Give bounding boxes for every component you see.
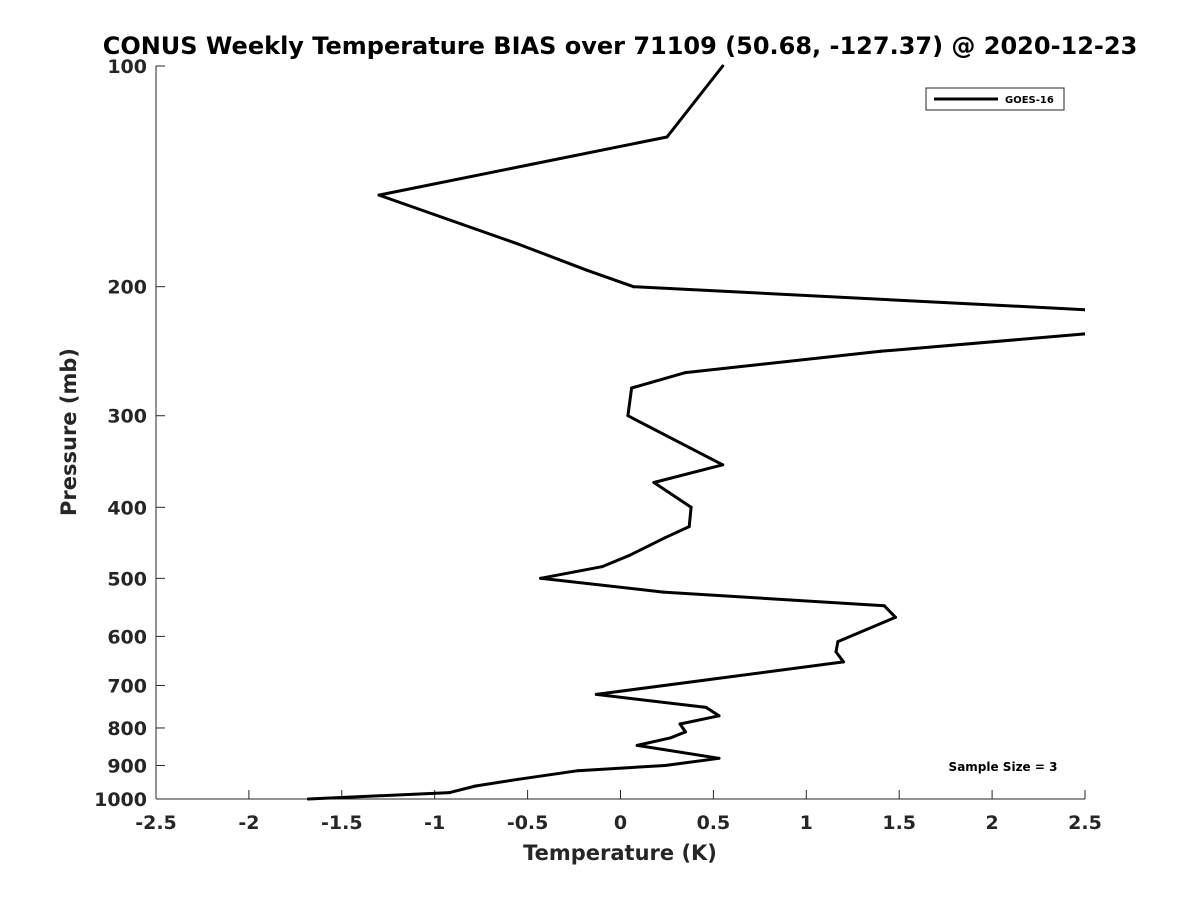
- chart-title: CONUS Weekly Temperature BIAS over 71109…: [103, 32, 1138, 60]
- series-goes-16: [306, 64, 1085, 801]
- series-segment: [663, 525, 691, 540]
- series-segment: [687, 505, 693, 529]
- series-segment: [669, 730, 687, 740]
- series-segment: [516, 769, 580, 781]
- series-segment: [834, 650, 845, 664]
- series-segment: [377, 135, 669, 197]
- series-segment: [879, 332, 1085, 353]
- x-tick-label: -1: [424, 812, 445, 834]
- series-segment: [306, 791, 452, 801]
- y-ticks: 100 200 300 400 500 600 700 800 900 1000: [94, 56, 165, 811]
- x-tick-label: 2: [985, 812, 998, 834]
- series-segment: [626, 414, 725, 467]
- x-ticks: -2.5 -2 -1.5 -1 -0.5 0 0.5 1 1.5 2 2.5: [135, 790, 1102, 834]
- y-axis-label: Pressure (mb): [57, 348, 81, 516]
- series-segment: [652, 481, 693, 509]
- series-segment: [630, 371, 687, 390]
- series-segment: [836, 615, 897, 644]
- y-tick-label: 500: [107, 568, 147, 590]
- series-segment: [626, 386, 634, 418]
- series-segment: [665, 64, 725, 139]
- series-segment: [516, 242, 589, 272]
- series-segment: [539, 576, 665, 594]
- series-segment: [632, 285, 1085, 312]
- sample-size-annotation: Sample Size = 3: [949, 760, 1058, 774]
- series-segment: [684, 349, 883, 375]
- x-tick-label: 0: [614, 812, 627, 834]
- x-tick-label: -1.5: [321, 812, 363, 834]
- x-tick-label: 0.5: [697, 812, 731, 834]
- axes: [155, 66, 1085, 800]
- series-segment: [834, 640, 840, 654]
- x-tick-label: -2: [238, 812, 259, 834]
- series-segment: [708, 660, 845, 681]
- series-segment: [594, 678, 712, 696]
- series-segment: [474, 777, 520, 788]
- x-tick-label: -0.5: [507, 812, 549, 834]
- y-tick-label: 200: [107, 277, 147, 299]
- y-tick-label: 600: [107, 626, 147, 648]
- y-tick-label: 1000: [94, 789, 147, 811]
- series-segment: [882, 604, 897, 619]
- series-segment: [594, 692, 708, 709]
- legend-label-goes-16: GOES-16: [1005, 95, 1054, 106]
- series-segment: [635, 736, 673, 747]
- y-tick-label: 900: [107, 755, 147, 777]
- legend: GOES-16: [925, 87, 1065, 111]
- x-tick-label: 2.5: [1068, 812, 1102, 834]
- series-segment: [704, 705, 721, 718]
- series-segment: [585, 268, 635, 289]
- x-axis-label: Temperature (K): [523, 841, 717, 865]
- y-tick-label: 400: [107, 497, 147, 519]
- y-tick-label: 700: [107, 675, 147, 697]
- series-segment: [678, 722, 687, 734]
- y-tick-label: 800: [107, 718, 147, 740]
- series-segment: [539, 565, 604, 580]
- x-tick-label: 1: [800, 812, 813, 834]
- series-segment: [448, 784, 478, 795]
- series-segment: [600, 553, 632, 569]
- series-segment: [652, 463, 725, 484]
- series-segment: [628, 536, 667, 557]
- series-segment: [1083, 308, 1085, 312]
- y-tick-label: 300: [107, 406, 147, 428]
- x-tick-label: 1.5: [882, 812, 916, 834]
- series-segment: [635, 743, 721, 760]
- series-segment: [661, 590, 886, 608]
- x-tick-label: -2.5: [135, 812, 177, 834]
- series-segment: [576, 764, 667, 773]
- series-segment: [1083, 332, 1085, 336]
- series-segment: [377, 193, 520, 246]
- series-segment: [678, 714, 721, 726]
- series-segment: [663, 756, 721, 767]
- y-tick-label: 100: [107, 56, 147, 78]
